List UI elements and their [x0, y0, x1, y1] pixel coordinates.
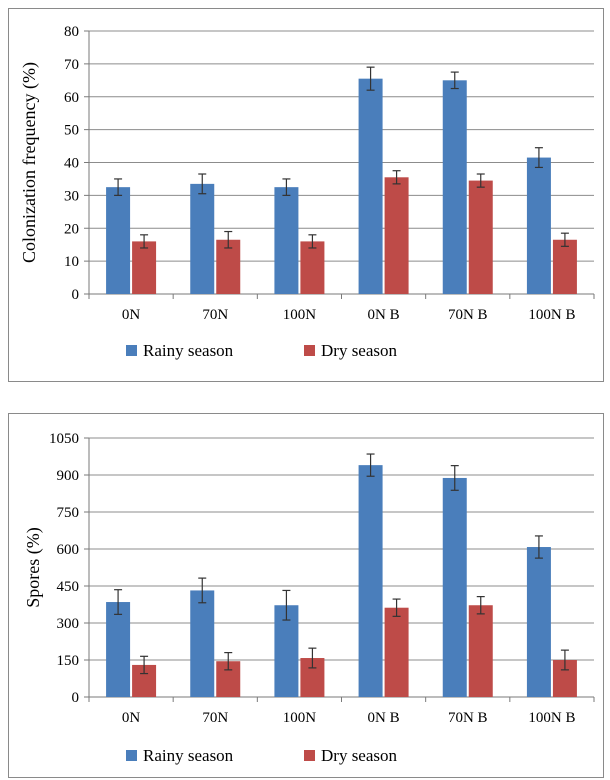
legend-label: Rainy season: [143, 746, 234, 765]
x-tick-label: 0N: [122, 710, 141, 726]
y-tick-label: 10: [64, 254, 79, 270]
bar: [526, 157, 551, 294]
legend-swatch: [126, 345, 137, 356]
y-tick-label: 900: [57, 468, 80, 484]
legend-swatch: [304, 750, 315, 761]
y-tick-label: 40: [64, 156, 79, 172]
x-tick-label: 70N: [202, 307, 228, 323]
legend-label: Dry season: [321, 341, 398, 360]
x-tick-label: 0N B: [368, 710, 400, 726]
y-tick-label: 600: [57, 542, 80, 558]
y-axis-label: Colonization frequency (%): [19, 62, 40, 263]
x-tick-label: 70N B: [448, 710, 488, 726]
bar: [442, 477, 467, 697]
bar: [300, 241, 325, 294]
bar: [384, 177, 409, 294]
x-tick-label: 100N: [283, 710, 317, 726]
bar: [274, 187, 299, 294]
y-tick-label: 80: [64, 24, 79, 40]
y-tick-label: 750: [57, 505, 80, 521]
y-tick-label: 0: [72, 287, 80, 303]
bar: [190, 183, 215, 294]
y-tick-label: 150: [57, 653, 80, 669]
y-tick-label: 30: [64, 188, 79, 204]
bar: [190, 590, 215, 697]
colonization-chart: 0 10 20 30 40 50 60 70 80 0N 70N 100N 0N B 70N B 100N …: [19, 24, 595, 360]
bar: [468, 180, 493, 294]
y-tick-label: 50: [64, 123, 79, 139]
colonization-chart-panel: 0 10 20 30 40 50 60 70 80 0N 70N 100N 0N B 70N B 100N …: [8, 8, 604, 382]
legend-swatch: [126, 750, 137, 761]
x-tick-label: 0N B: [368, 307, 400, 323]
bar: [358, 78, 383, 294]
x-tick-label: 100N B: [528, 307, 575, 323]
bar: [106, 602, 131, 697]
legend-label: Rainy season: [143, 341, 234, 360]
legend-swatch: [304, 345, 315, 356]
y-tick-label: 0: [72, 690, 80, 706]
bar: [358, 465, 383, 697]
x-tick-label: 0N: [122, 307, 141, 323]
bar: [216, 239, 241, 294]
x-tick-label: 100N B: [528, 710, 575, 726]
bar: [106, 187, 131, 294]
y-tick-label: 60: [64, 90, 79, 106]
y-axis-label: Spores (%): [23, 527, 44, 607]
bar: [526, 547, 551, 697]
bar: [132, 241, 157, 294]
y-tick-label: 450: [57, 579, 80, 595]
bar: [442, 80, 467, 294]
legend-label: Dry season: [321, 746, 398, 765]
bar: [468, 605, 493, 697]
y-tick-label: 1050: [49, 431, 79, 447]
x-tick-label: 70N B: [448, 307, 488, 323]
spores-chart: 0 150 300 450 600 750 900 1050 0N 70N 100N 0N B 70N …: [23, 431, 595, 765]
spores-chart-panel: 0 150 300 450 600 750 900 1050 0N 70N 100N 0N B 70N …: [8, 413, 604, 778]
bar: [384, 607, 409, 697]
y-tick-label: 70: [64, 57, 79, 73]
x-tick-label: 70N: [202, 710, 228, 726]
y-tick-label: 20: [64, 221, 79, 237]
y-tick-label: 300: [57, 616, 80, 632]
x-tick-label: 100N: [283, 307, 317, 323]
bar: [552, 239, 577, 294]
